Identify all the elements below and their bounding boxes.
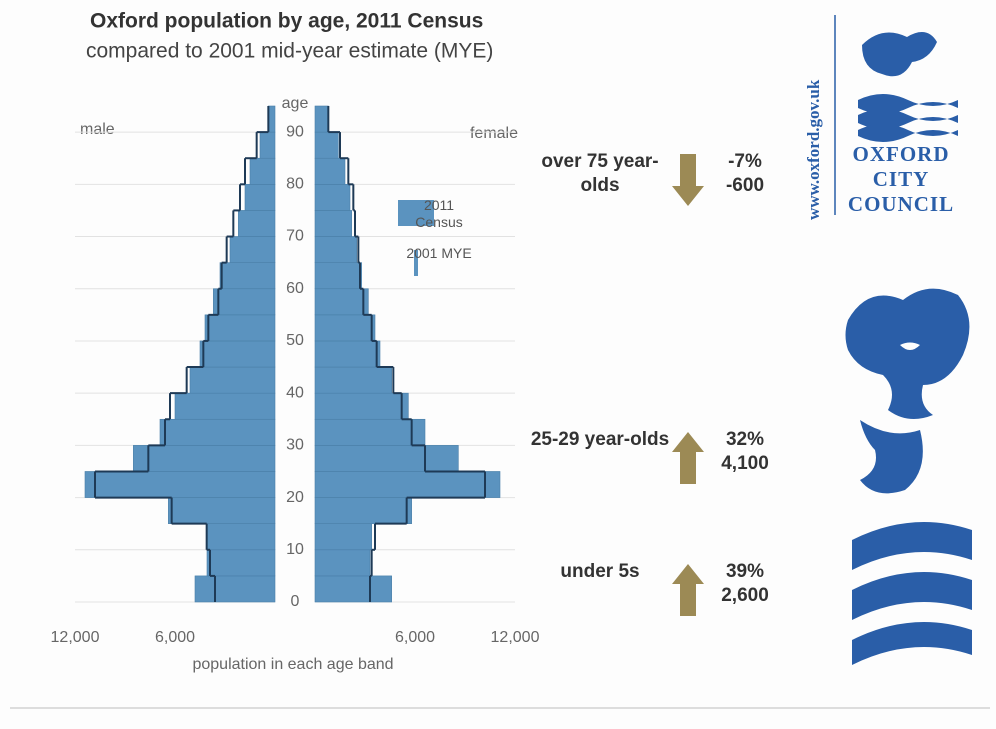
- male-label: male: [80, 121, 115, 138]
- y-tick-label: 0: [291, 593, 300, 610]
- bar: [219, 262, 276, 290]
- bar: [314, 575, 392, 603]
- legend-label: 2001 MYE: [406, 245, 472, 261]
- bar: [314, 523, 372, 551]
- bar: [204, 314, 276, 342]
- logo-url: www.oxford.gov.uk: [804, 79, 823, 220]
- bar: [314, 314, 376, 342]
- bar: [314, 497, 412, 524]
- bar: [314, 471, 501, 498]
- logo-emblem: [858, 32, 958, 142]
- y-tick-label: 90: [286, 123, 304, 140]
- bar: [238, 210, 276, 237]
- bar: [314, 236, 357, 263]
- bar: [259, 131, 276, 159]
- bar: [314, 157, 346, 185]
- bar: [249, 157, 276, 185]
- bar: [314, 392, 409, 420]
- y-tick-label: 50: [286, 332, 304, 349]
- annotation-text: under 5s: [560, 561, 640, 582]
- bar: [199, 340, 276, 368]
- annotation-percent: -7%: [728, 151, 762, 172]
- bar: [174, 392, 276, 420]
- annotation-text: over 75 year-olds: [541, 151, 659, 196]
- bar: [84, 471, 276, 498]
- bar: [314, 340, 381, 368]
- arrow: [672, 154, 704, 206]
- annotation-text: 25-29 year-olds: [530, 429, 670, 450]
- bar: [189, 366, 276, 394]
- annotation-change: 2,600: [721, 585, 769, 606]
- bar: [194, 575, 276, 603]
- x-tick-label: 6,000: [395, 629, 435, 646]
- bar: [244, 184, 276, 211]
- female-label: female: [470, 125, 518, 142]
- legend-swatch: [398, 200, 434, 226]
- logo-line: CITY: [872, 167, 930, 191]
- annotation-percent: 32%: [725, 429, 765, 450]
- bar: [168, 497, 276, 524]
- bar: [206, 549, 276, 577]
- annotation-percent: 39%: [725, 561, 765, 582]
- chart-subtitle: compared to 2001 mid-year estimate (MYE): [86, 40, 493, 63]
- legend-swatch: [414, 250, 418, 276]
- y-tick-label: 80: [286, 176, 304, 193]
- bar: [314, 262, 362, 290]
- arrow: [672, 564, 704, 616]
- y-axis-label: age: [282, 95, 309, 112]
- x-axis-label: population in each age band: [192, 656, 393, 673]
- bar: [314, 105, 329, 133]
- x-tick-label: 6,000: [155, 629, 195, 646]
- annotation-change: -600: [725, 175, 765, 196]
- bar: [213, 288, 276, 316]
- bar: [314, 418, 426, 446]
- logo-line: OXFORD: [852, 142, 950, 166]
- bar: [133, 445, 276, 472]
- y-tick-label: 60: [286, 280, 304, 297]
- bar: [314, 210, 352, 237]
- bar: [314, 288, 369, 316]
- y-tick-label: 10: [286, 541, 304, 558]
- logo-line: COUNCIL: [847, 192, 955, 216]
- legend-label: 2011 Census: [415, 197, 463, 230]
- x-tick-label: 12,000: [51, 629, 100, 646]
- bar: [206, 523, 276, 551]
- plot: 0 10 20 30 40 50 60 70 80 90 12,000 6,000 6,000 12,00…: [51, 105, 540, 646]
- ox-emblem: [845, 288, 972, 665]
- y-tick-label: 30: [286, 437, 304, 454]
- bar: [314, 366, 392, 394]
- bar: [314, 184, 351, 211]
- bar: [159, 418, 276, 446]
- arrow: [672, 432, 704, 484]
- bar: [314, 549, 371, 577]
- bar: [314, 131, 339, 159]
- chart-title: Oxford population by age, 2011 Census: [90, 10, 483, 33]
- bar: [314, 445, 459, 472]
- bar: [229, 236, 276, 263]
- y-tick-label: 70: [286, 228, 304, 245]
- y-tick-label: 40: [286, 384, 304, 401]
- logo-text: OXFORD CITY COUNCIL: [836, 142, 966, 217]
- annotation-change: 4,100: [721, 453, 769, 474]
- y-tick-label: 20: [286, 489, 304, 506]
- x-tick-label: 12,000: [491, 629, 540, 646]
